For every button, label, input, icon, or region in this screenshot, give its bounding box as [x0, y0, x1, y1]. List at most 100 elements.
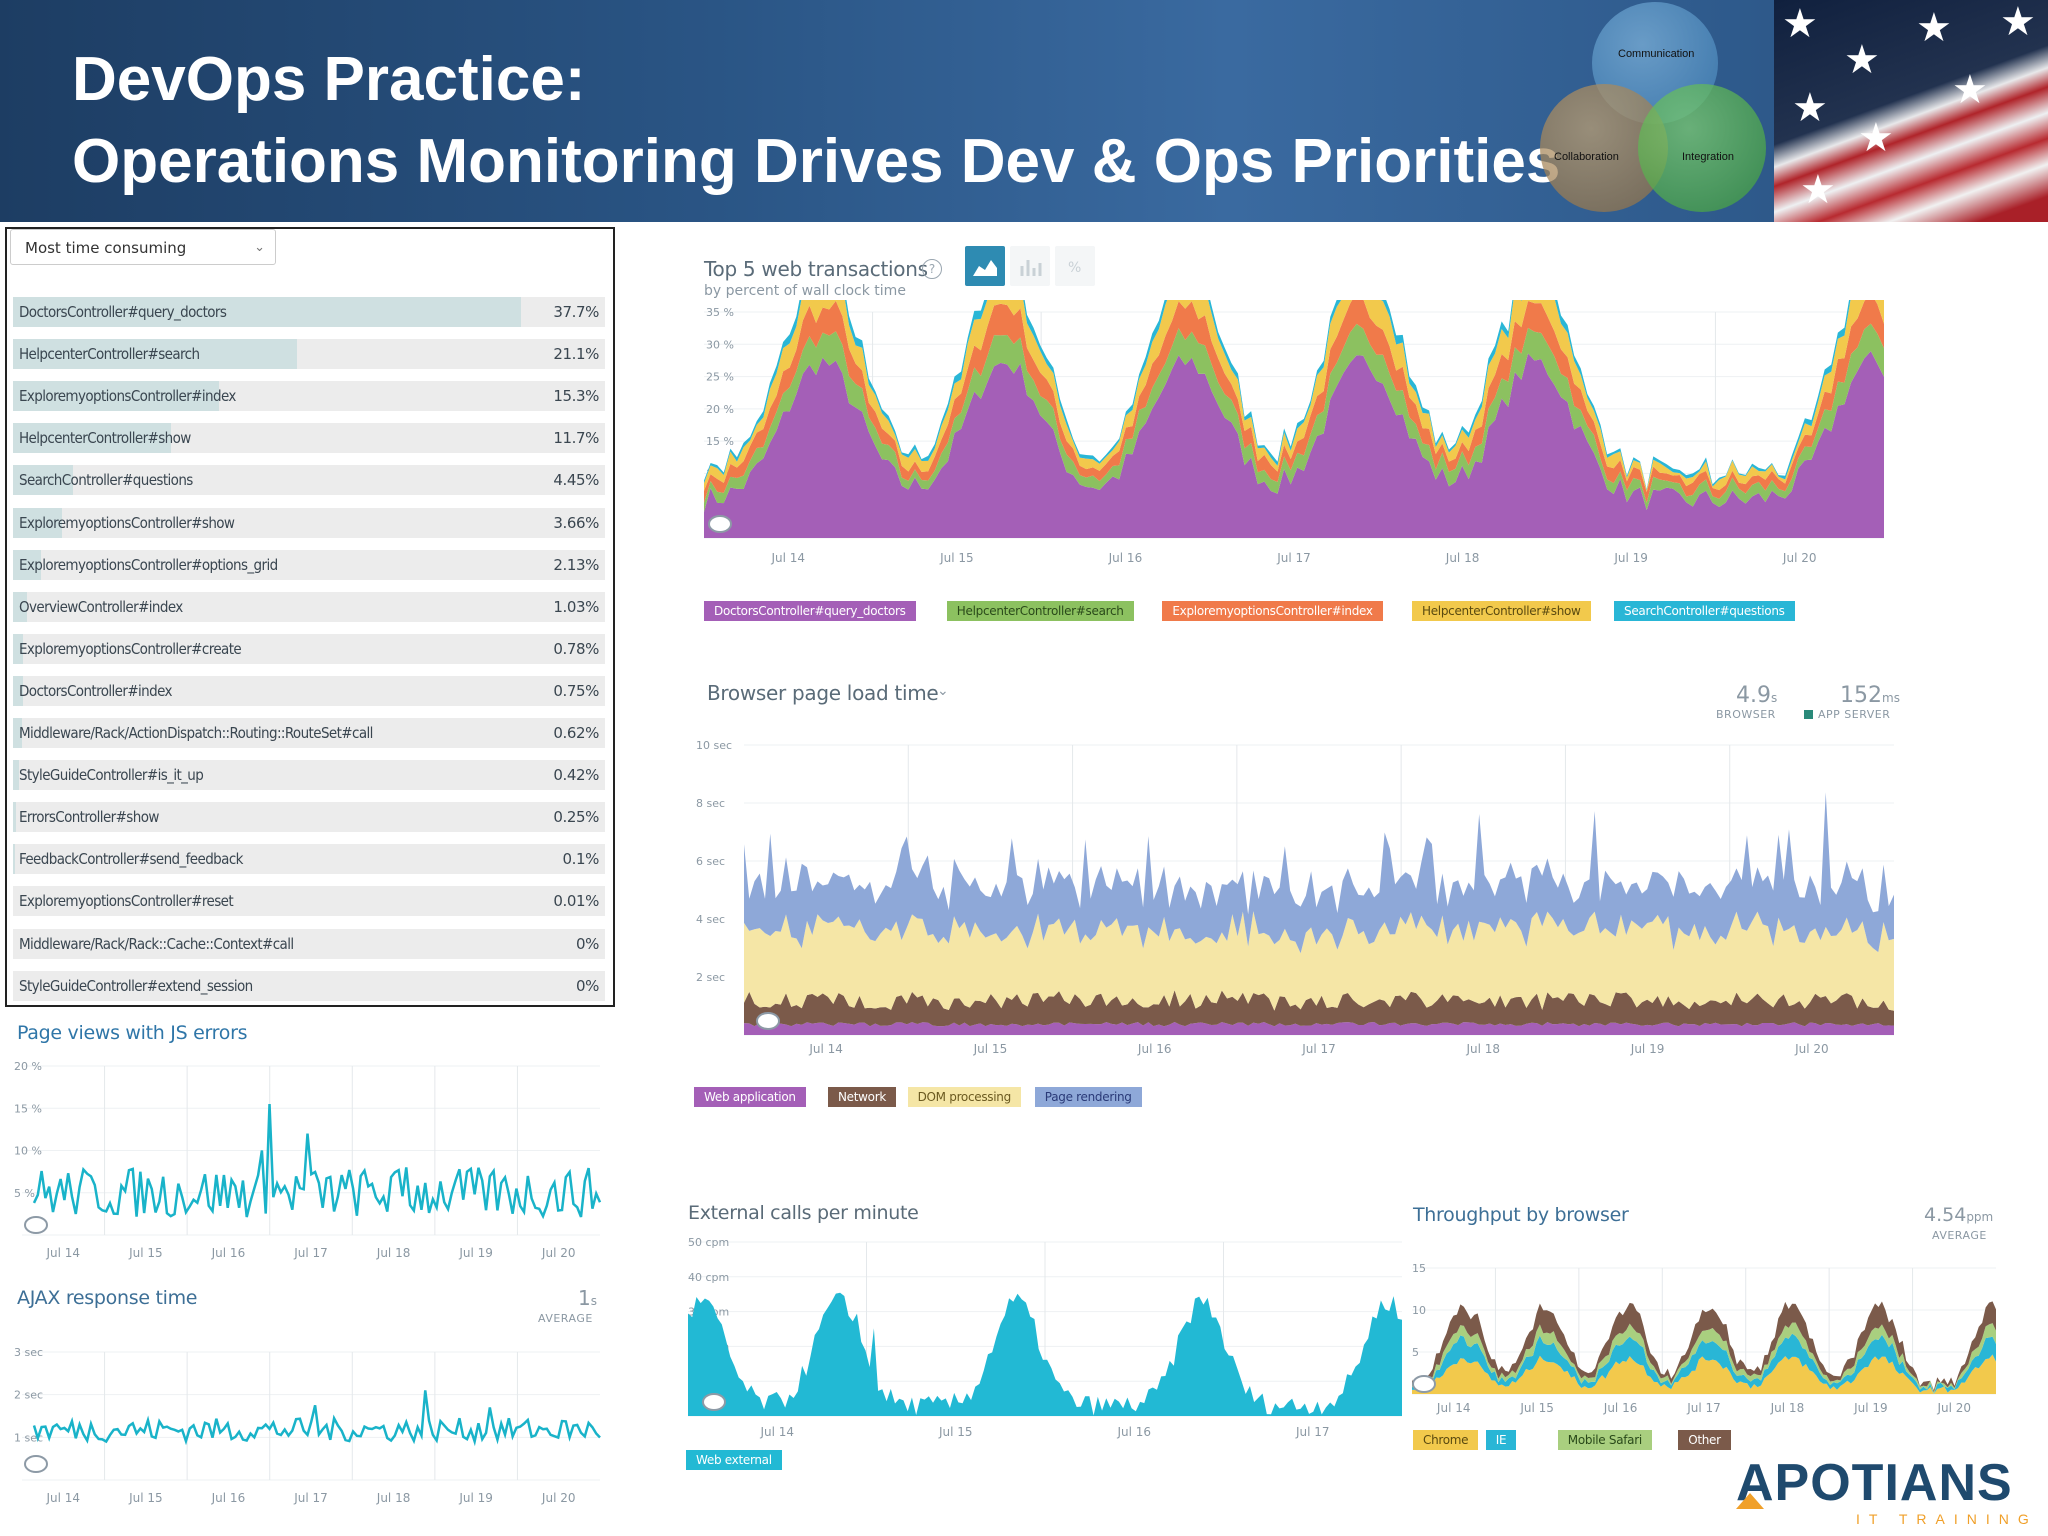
transaction-row[interactable]: Middleware/Rack/ActionDispatch::Routing:…: [13, 718, 605, 748]
transaction-row[interactable]: SearchController#questions 4.45%: [13, 465, 605, 496]
transaction-percent: 0.01%: [553, 892, 599, 911]
throughput-title: Throughput by browser: [1413, 1204, 1629, 1226]
top5-series-area: [704, 323, 1884, 512]
legend-item[interactable]: SearchController#questions: [1614, 601, 1795, 621]
transaction-row[interactable]: DoctorsController#query_doctors 37.7%: [13, 297, 605, 327]
transaction-percent: 0.42%: [553, 766, 599, 785]
transaction-name: ExploremyoptionsController#index: [19, 387, 236, 406]
transaction-name: StyleGuideController#extend_session: [19, 976, 253, 995]
transaction-share-bar: [13, 507, 62, 538]
x-tick-label: Jul 18: [1445, 551, 1480, 565]
transaction-row[interactable]: HelpcenterController#show 11.7%: [13, 423, 605, 454]
x-tick-label: Jul 14: [46, 1246, 81, 1260]
bar-chart-icon: [1020, 260, 1042, 276]
transaction-share-bar: [13, 675, 24, 706]
y-tick-label: 4 sec: [696, 913, 725, 926]
transaction-name: OverviewController#index: [19, 597, 183, 616]
transaction-row[interactable]: ExploremyoptionsController#options_grid 2…: [13, 549, 605, 580]
transaction-row[interactable]: OverviewController#index 1.03%: [13, 591, 605, 622]
y-tick-label: 50 cpm: [688, 1236, 729, 1249]
sort-dropdown-value: Most time consuming: [25, 239, 187, 257]
transaction-row[interactable]: StyleGuideController#extend_session 0%: [13, 970, 605, 1001]
legend-item[interactable]: ExploremyoptionsController#index: [1162, 601, 1383, 621]
toggle-visibility-icon[interactable]: [24, 1216, 48, 1234]
legend-item[interactable]: Network: [828, 1087, 897, 1107]
transaction-row[interactable]: Middleware/Rack/Rack::Cache::Context#cal…: [13, 928, 605, 959]
browser-series-area: [744, 911, 1894, 1011]
toggle-visibility-icon[interactable]: [1412, 1375, 1436, 1393]
transaction-share-bar: [13, 760, 19, 791]
transaction-percent: 0%: [576, 976, 599, 995]
percent-chart-toggle-button[interactable]: %: [1055, 246, 1095, 286]
transaction-row[interactable]: DoctorsController#index 0.75%: [13, 675, 605, 706]
transaction-share-bar: [13, 591, 28, 622]
area-chart-toggle-button[interactable]: [965, 246, 1005, 286]
transaction-name: ExploremyoptionsController#reset: [19, 892, 234, 911]
transaction-row[interactable]: ExploremyoptionsController#show 3.66%: [13, 507, 605, 538]
throughput-series-area: [1412, 1354, 1996, 1394]
legend-item[interactable]: HelpcenterController#show: [1412, 601, 1591, 621]
legend-item[interactable]: Web application: [694, 1087, 806, 1107]
legend-item[interactable]: DoctorsController#query_doctors: [704, 601, 916, 621]
transaction-row[interactable]: HelpcenterController#search 21.1%: [13, 339, 605, 370]
sort-dropdown[interactable]: Most time consuming ⌄: [10, 229, 276, 265]
y-tick-label: 20 %: [706, 403, 734, 416]
browser-series-area: [744, 1021, 1894, 1035]
transaction-row[interactable]: ExploremyoptionsController#reset 0.01%: [13, 886, 605, 917]
x-tick-label: Jul 17: [1276, 551, 1311, 565]
top5-subtitle: by percent of wall clock time: [704, 283, 906, 299]
legend-item[interactable]: IE: [1485, 1430, 1517, 1450]
x-tick-label: Jul 14: [808, 1042, 843, 1056]
legend-item[interactable]: Chrome: [1413, 1430, 1479, 1450]
bar-chart-toggle-button[interactable]: [1010, 246, 1050, 286]
x-tick-label: Jul 20: [541, 1491, 576, 1505]
legend-item[interactable]: Web external: [686, 1450, 782, 1470]
venn-circle-integration: [1638, 84, 1766, 212]
app-server-value: 152ms: [1840, 683, 1900, 708]
transaction-row[interactable]: StyleGuideController#is_it_up 0.42%: [13, 760, 605, 791]
y-tick-label: 5 %: [14, 1187, 35, 1200]
y-tick-label: 5: [1412, 1346, 1419, 1359]
legend-item[interactable]: DOM processing: [907, 1087, 1021, 1107]
transaction-name: DoctorsController#query_doctors: [19, 303, 227, 321]
x-tick-label: Jul 16: [1116, 1425, 1151, 1439]
legend-item[interactable]: Other: [1678, 1430, 1731, 1450]
x-tick-label: Jul 20: [541, 1246, 576, 1260]
y-tick-label: 20 %: [14, 1060, 42, 1073]
transaction-percent: 3.66%: [553, 513, 599, 532]
x-tick-label: Jul 19: [1853, 1401, 1888, 1415]
throughput-series-area: [1412, 1301, 1996, 1393]
transaction-share-bar: [13, 297, 521, 327]
throughput-value: 4.54ppm: [1924, 1204, 1994, 1226]
legend-item[interactable]: HelpcenterController#search: [946, 601, 1134, 621]
help-icon[interactable]: ?: [922, 259, 942, 279]
x-tick-label: Jul 18: [1466, 1042, 1501, 1056]
toggle-visibility-icon[interactable]: [756, 1012, 780, 1030]
toggle-visibility-icon[interactable]: [708, 515, 732, 533]
browser-series-area: [744, 990, 1894, 1027]
x-tick-label: Jul 14: [771, 551, 806, 565]
transaction-row[interactable]: ExploremyoptionsController#index 15.3%: [13, 381, 605, 412]
x-tick-label: Jul 17: [1295, 1425, 1330, 1439]
y-tick-label: 8 sec: [696, 797, 725, 810]
transaction-name: ExploremyoptionsController#options_grid: [19, 555, 278, 574]
x-tick-label: Jul 19: [1630, 1042, 1665, 1056]
transaction-row[interactable]: ErrorsController#show 0.25%: [13, 802, 605, 833]
y-tick-label: 3 sec: [14, 1346, 43, 1359]
y-tick-label: 15 %: [706, 435, 734, 448]
toggle-visibility-icon[interactable]: [702, 1393, 726, 1411]
y-tick-label: 2 sec: [696, 971, 725, 984]
legend-item[interactable]: Page rendering: [1034, 1087, 1142, 1107]
transaction-row[interactable]: FeedbackController#send_feedback 0.1%: [13, 844, 605, 875]
toggle-visibility-icon[interactable]: [24, 1455, 48, 1473]
transaction-percent: 2.13%: [553, 555, 599, 574]
transaction-row[interactable]: ExploremyoptionsController#create 0.78%: [13, 633, 605, 664]
transaction-name: Middleware/Rack/ActionDispatch::Routing:…: [19, 724, 373, 742]
transaction-name: SearchController#questions: [19, 471, 193, 490]
transaction-percent: 4.45%: [553, 471, 599, 490]
browser-chevron-down-icon[interactable]: ⌄: [937, 683, 949, 699]
legend-item[interactable]: Mobile Safari: [1557, 1430, 1652, 1450]
transaction-share-bar: [13, 844, 15, 875]
